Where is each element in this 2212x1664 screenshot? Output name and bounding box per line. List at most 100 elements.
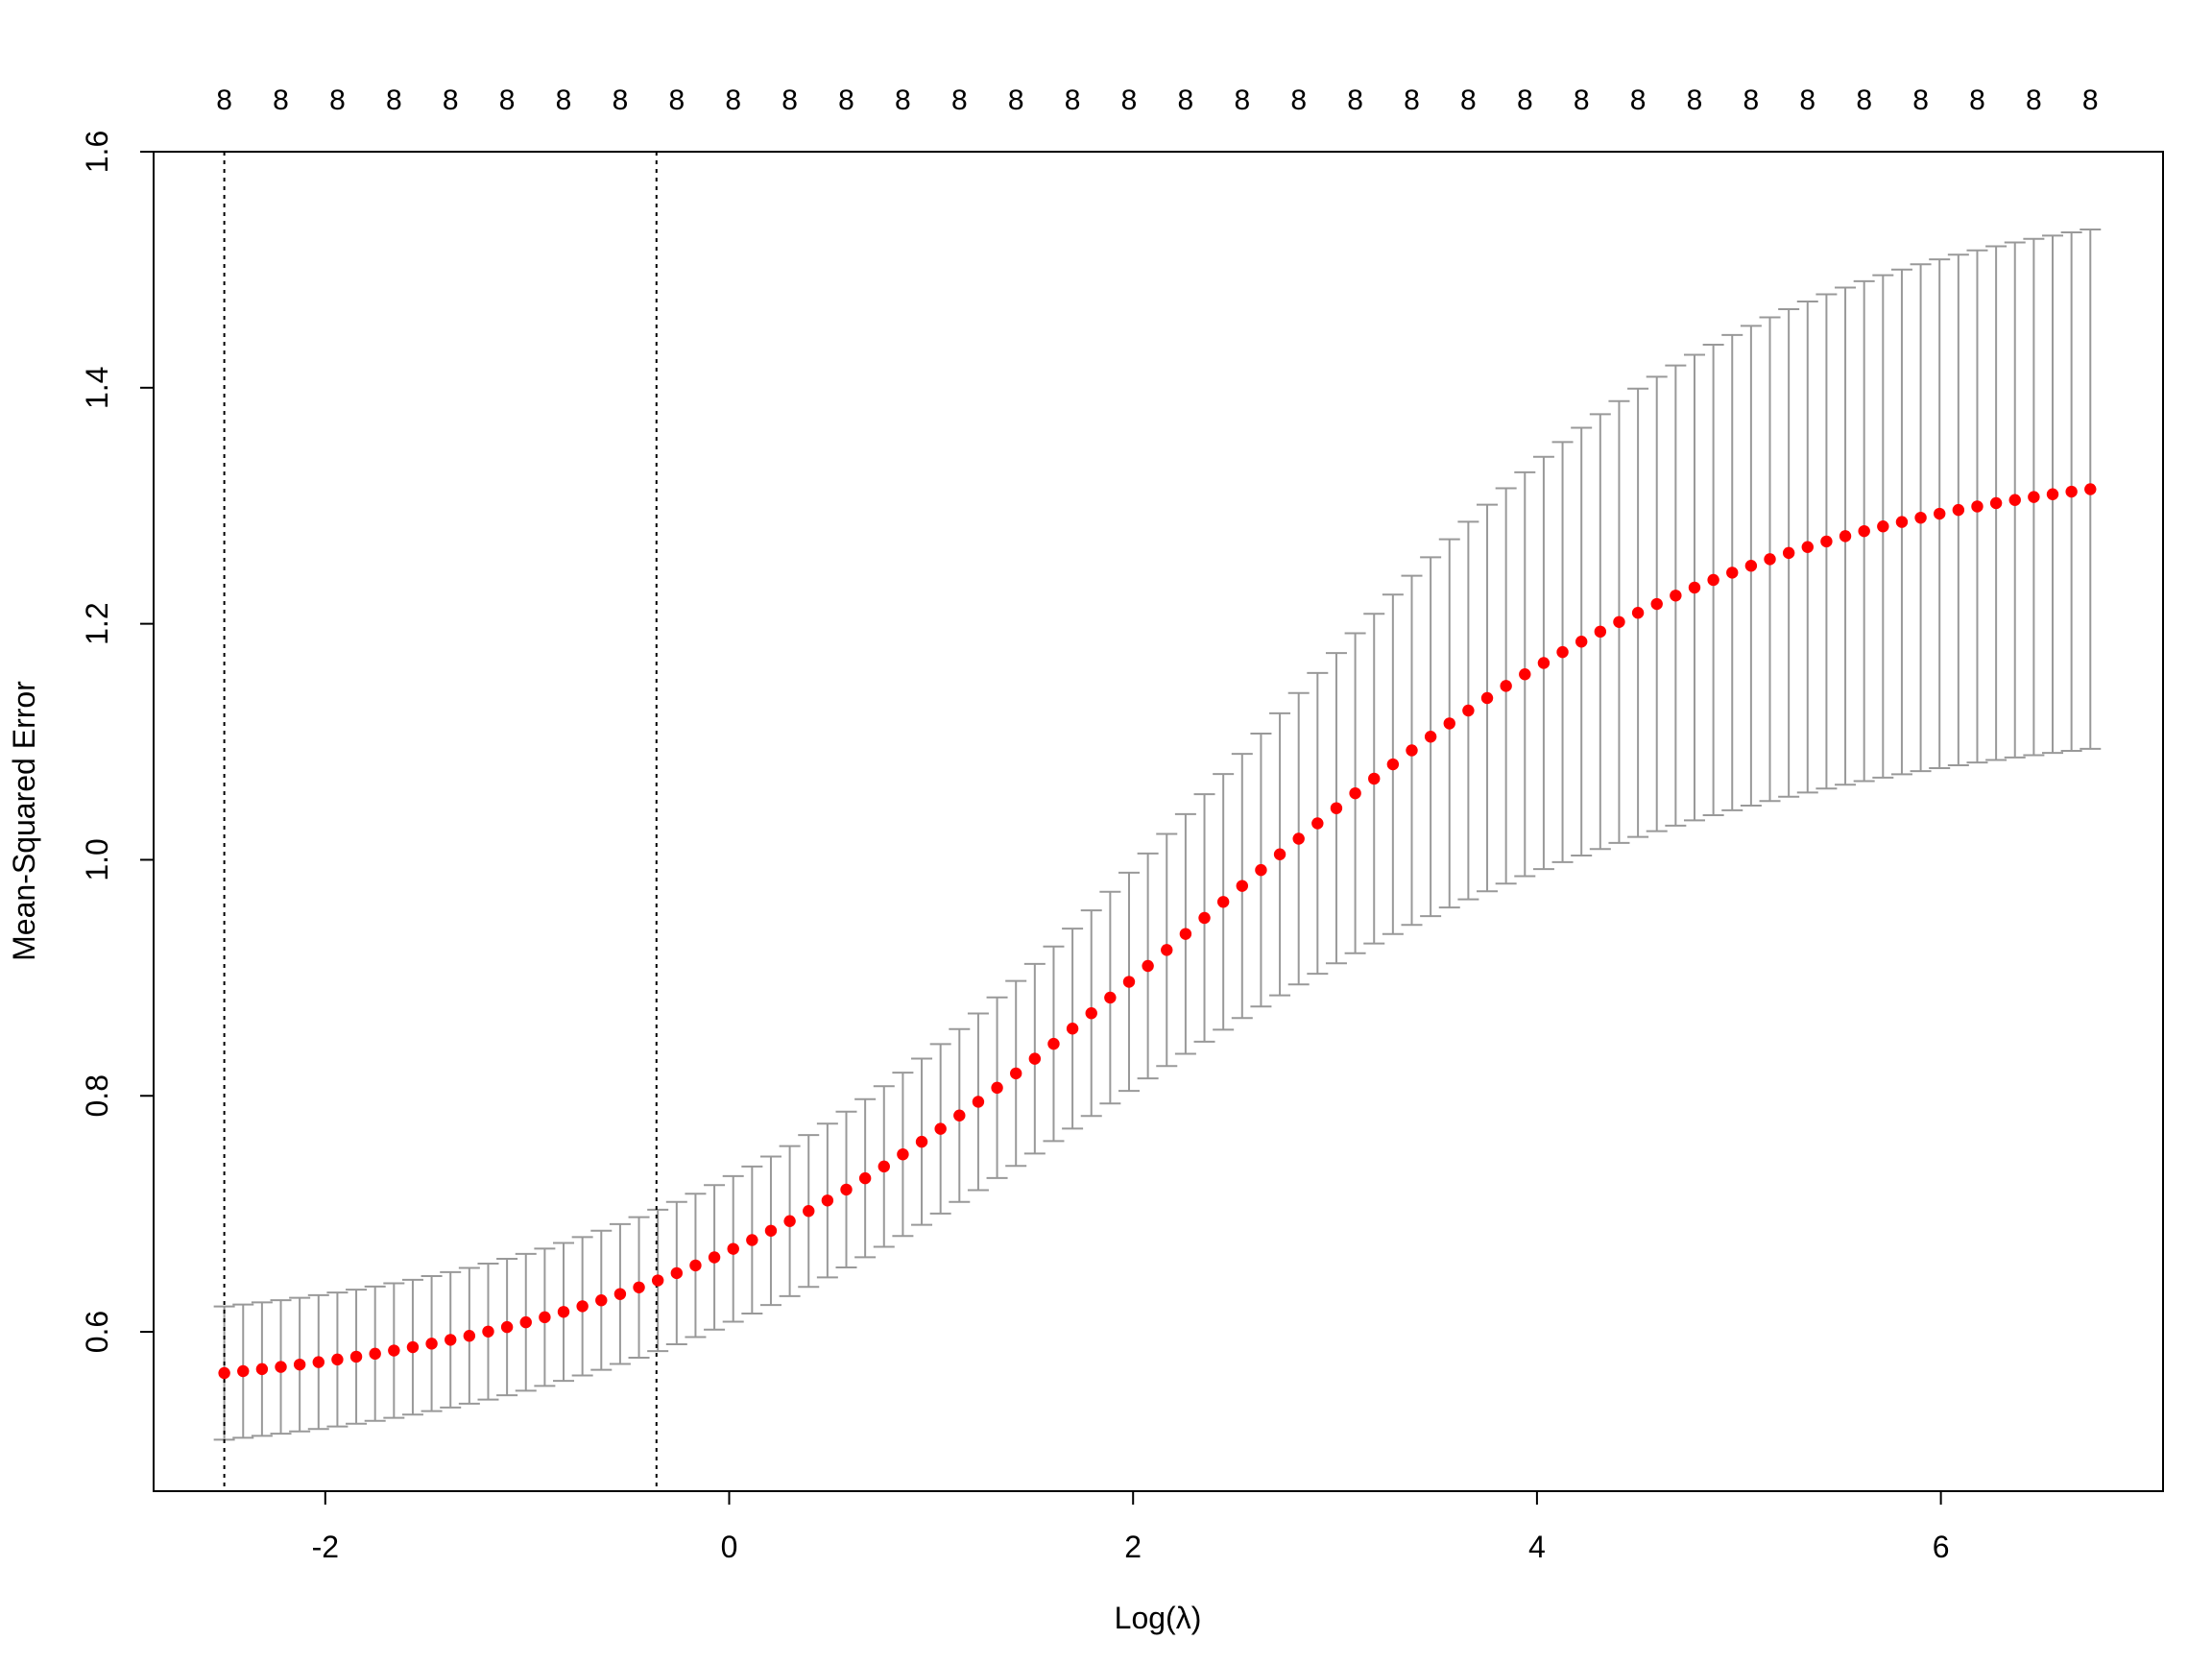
mse-point — [312, 1356, 325, 1368]
mse-point — [445, 1334, 457, 1346]
mse-point — [1537, 657, 1551, 669]
top-axis-label: 8 — [1178, 84, 1194, 116]
mse-point — [1047, 1037, 1060, 1050]
mse-point — [1971, 500, 1984, 513]
mse-point — [1952, 503, 1965, 517]
y-tick-label: 1.6 — [80, 131, 114, 173]
y-tick-label: 0.8 — [80, 1074, 114, 1117]
mse-point — [369, 1347, 381, 1361]
mse-point — [463, 1330, 476, 1342]
mse-point — [349, 1350, 363, 1363]
mse-point — [1631, 607, 1645, 619]
mse-point — [293, 1358, 306, 1371]
mse-point — [388, 1344, 400, 1357]
top-axis-label: 8 — [668, 84, 685, 116]
mse-point — [557, 1306, 570, 1318]
mse-point — [1349, 786, 1361, 800]
mse-point — [1255, 863, 1267, 877]
mse-point — [953, 1109, 966, 1121]
mse-point — [708, 1251, 721, 1264]
mse-point — [934, 1122, 947, 1135]
mse-point — [1839, 530, 1852, 543]
mse-point — [689, 1259, 702, 1272]
mse-point — [2028, 491, 2040, 503]
top-axis-label: 8 — [1234, 84, 1250, 116]
top-axis-label: 8 — [1630, 84, 1647, 116]
mse-point — [746, 1234, 758, 1246]
mse-point — [1066, 1023, 1079, 1035]
top-axis-label: 8 — [1460, 84, 1477, 116]
mse-point — [425, 1338, 438, 1350]
points-layer — [218, 483, 2097, 1380]
x-tick-label: 6 — [1933, 1530, 1950, 1564]
mse-point — [972, 1096, 985, 1108]
mse-point — [576, 1300, 589, 1313]
top-axis-label: 8 — [443, 84, 459, 116]
mse-point — [237, 1364, 250, 1378]
mse-point — [1311, 817, 1324, 830]
mse-point — [1895, 516, 1909, 528]
top-axis-label: 8 — [499, 84, 516, 116]
top-axis-label: 8 — [556, 84, 572, 116]
mse-point — [218, 1366, 230, 1380]
top-axis-label: 8 — [1517, 84, 1533, 116]
x-tick-label: 4 — [1528, 1530, 1546, 1564]
top-axis-label: 8 — [1912, 84, 1929, 116]
mse-point — [255, 1363, 269, 1376]
mse-point — [840, 1183, 853, 1196]
top-axis-label: 8 — [1743, 84, 1760, 116]
top-axis-label: 8 — [1347, 84, 1363, 116]
mse-point — [1406, 744, 1418, 757]
top-axis-label: 8 — [216, 84, 232, 116]
mse-point — [1782, 546, 1795, 560]
mse-point — [1216, 896, 1230, 908]
mse-point — [1556, 645, 1569, 659]
mse-point — [1519, 667, 1531, 681]
mse-point — [1142, 959, 1154, 973]
top-axis-label: 8 — [1574, 84, 1590, 116]
mse-point — [406, 1340, 420, 1354]
mse-point — [897, 1147, 909, 1161]
top-axis-label: 8 — [1856, 84, 1872, 116]
mse-point — [1877, 520, 1889, 533]
mse-point — [613, 1288, 627, 1300]
mse-point — [1670, 590, 1682, 602]
mse-point — [651, 1274, 664, 1287]
x-tick-label: 0 — [721, 1530, 738, 1564]
top-axis-label: 8 — [781, 84, 798, 116]
reference-lines-layer — [223, 152, 658, 1491]
mse-point — [1368, 772, 1381, 785]
top-axis-label: 8 — [329, 84, 346, 116]
mse-point — [821, 1194, 834, 1207]
mse-point — [1744, 560, 1758, 572]
mse-point — [1236, 880, 1248, 892]
top-axis-label: 8 — [2026, 84, 2042, 116]
mse-point — [500, 1320, 514, 1334]
mse-point — [1575, 636, 1588, 648]
mse-point — [482, 1325, 494, 1338]
mse-point — [275, 1361, 287, 1373]
top-axis-label: 8 — [2082, 84, 2099, 116]
y-tick-label: 0.6 — [80, 1311, 114, 1353]
mse-point — [915, 1135, 928, 1148]
mse-point — [1330, 802, 1343, 814]
x-tick-label: 2 — [1124, 1530, 1142, 1564]
mse-point — [1161, 944, 1173, 956]
mse-point — [1801, 541, 1814, 553]
mse-point — [2008, 494, 2021, 506]
mse-point — [764, 1224, 778, 1238]
mse-point — [1688, 581, 1701, 594]
mse-point — [1273, 848, 1286, 860]
top-axis-label: 8 — [1121, 84, 1138, 116]
top-axis: 8 8 8 8 8 8 8 8 8 8 8 8 8 8 8 8 8 8 8 8 8 8 8 8 8 8 8 8 8 8 8 8 8 8 — [216, 84, 2098, 116]
mse-point — [783, 1215, 796, 1227]
mse-point — [1122, 976, 1136, 988]
mse-point — [991, 1081, 1003, 1095]
mse-point — [633, 1281, 645, 1293]
y-axis: 0.6 0.8 1.0 1.2 1.4 1.6 — [80, 131, 155, 1353]
mse-point — [878, 1160, 890, 1173]
mse-point — [1726, 567, 1739, 579]
mse-point — [1707, 573, 1719, 587]
